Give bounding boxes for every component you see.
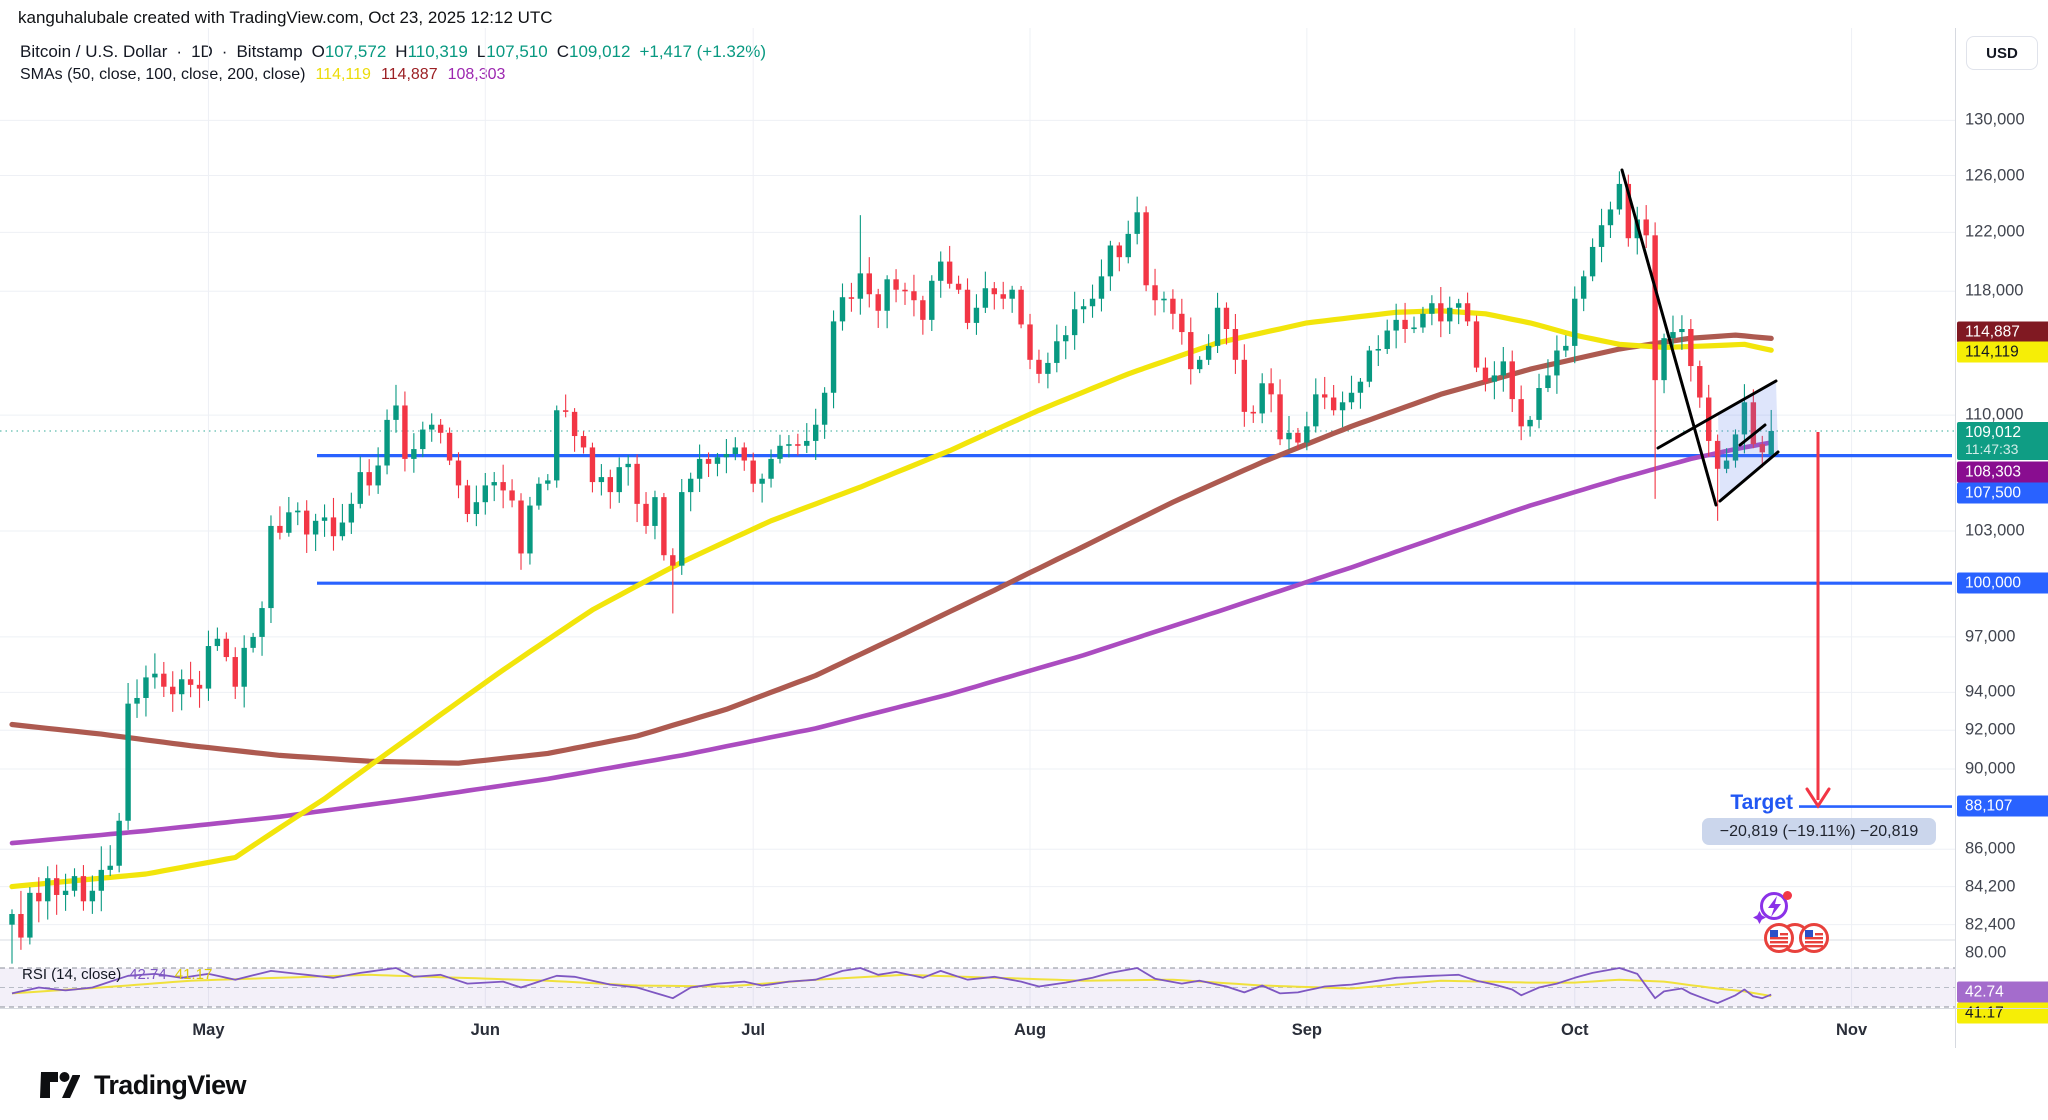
month-label-jul: Jul	[741, 1021, 766, 1039]
symbol-legend[interactable]: Bitcoin / U.S. Dollar · 1D · Bitstamp O1…	[20, 42, 766, 62]
sma100-value: 114,887	[380, 66, 438, 83]
sticker-icons	[1753, 891, 1829, 953]
month-label-nov: Nov	[1835, 1021, 1868, 1039]
price-tick-label: 94,000	[1965, 682, 2016, 701]
price-tick-label: 110,000	[1965, 405, 2024, 424]
symbol-name[interactable]: Bitcoin / U.S. Dollar	[20, 42, 168, 61]
rsi-tick-label: 80.00	[1965, 943, 2007, 962]
price-tick-label: 130,000	[1965, 110, 2025, 129]
month-label-jun: Jun	[470, 1021, 500, 1039]
price-badge: 109,012 11:47:33	[1957, 422, 2048, 460]
rsi-line	[11, 967, 1772, 1004]
price-tick-label: 103,000	[1965, 521, 2025, 540]
legend-separator: ·	[221, 42, 228, 61]
change-value: +1,417 (+1.32%)	[639, 42, 767, 61]
price-tick-label: 84,200	[1965, 877, 2016, 896]
sma50-value: 114,119	[315, 66, 371, 83]
price-badge: 114,119	[1957, 341, 2048, 363]
time-axis[interactable]: May Jun Jul Aug Sep Oct Nov	[0, 1008, 2048, 1049]
ohlc-open: O107,572	[311, 42, 387, 61]
rsi-value: 42.74	[129, 966, 167, 983]
month-label-may: May	[192, 1021, 225, 1039]
price-tick-label: 118,000	[1965, 281, 2024, 300]
credit-line: kanguhalubale created with TradingView.c…	[18, 8, 553, 27]
price-badge: 88,107	[1957, 795, 2048, 817]
candles-layer	[9, 171, 1774, 964]
sma-label[interactable]: SMAs (50, close, 100, close, 200, close)	[20, 66, 306, 83]
price-level-lines	[317, 454, 1952, 808]
price-tick-label: 126,000	[1965, 166, 2025, 185]
price-tick-label: 82,400	[1965, 915, 2016, 934]
sma200-value: 108,303	[447, 66, 506, 83]
countdown-timer: 11:47:33	[1965, 441, 2019, 457]
grid-lines	[0, 28, 1955, 1008]
rsi-label[interactable]: RSI (14, close)	[22, 966, 122, 983]
price-tick-label: 122,000	[1965, 222, 2025, 241]
ohlc-close: C109,012	[556, 42, 631, 61]
chart-canvas[interactable]	[0, 0, 1955, 1048]
price-tick-label: 90,000	[1965, 759, 2016, 778]
price-tick-label: 86,000	[1965, 839, 2016, 858]
interval-label[interactable]: 1D	[191, 42, 213, 61]
price-tick-label: 97,000	[1965, 627, 2016, 646]
tradingview-logo[interactable]: TradingView	[40, 1068, 247, 1102]
tradingview-logo-icon	[40, 1072, 80, 1098]
ohlc-low: L107,510	[476, 42, 548, 61]
month-label-oct: Oct	[1560, 1021, 1589, 1039]
exchange-label[interactable]: Bitstamp	[236, 42, 303, 61]
rsi-pane	[0, 967, 1955, 1008]
price-badge: 100,000	[1957, 572, 2048, 594]
sma-200-line	[9, 440, 1774, 846]
rsi-ma-value: 41.17	[174, 966, 213, 983]
target-tooltip: −20,819 (−19.11%) −20,819	[1702, 818, 1936, 845]
flag-pattern-drawing	[1620, 168, 1780, 507]
price-tick-label: 92,000	[1965, 720, 2016, 739]
sma-legend[interactable]: SMAs (50, close, 100, close, 200, close)…	[20, 66, 505, 84]
price-badge: 42.74	[1957, 981, 2048, 1003]
currency-toggle-button[interactable]: USD	[1966, 36, 2038, 70]
ohlc-high: H110,319	[395, 42, 468, 61]
sma-50-line	[9, 308, 1774, 890]
price-badge: 108,303	[1957, 461, 2048, 483]
sma-100-line	[9, 332, 1774, 766]
target-arrow	[1805, 432, 1831, 809]
price-badge: 107,500	[1957, 482, 2048, 504]
brand-name: TradingView	[94, 1069, 247, 1100]
target-label[interactable]: Target	[1730, 791, 1793, 814]
month-label-aug: Aug	[1013, 1021, 1047, 1039]
rsi-legend[interactable]: RSI (14, close) 42.74 41.17	[22, 966, 212, 983]
price-badge: 114,887	[1957, 321, 2048, 343]
month-label-sep: Sep	[1291, 1021, 1322, 1039]
price-axis[interactable]: 130,000 126,000 122,000 118,000 110,000 103,0…	[1955, 28, 2048, 1048]
legend-separator: ·	[176, 42, 183, 61]
